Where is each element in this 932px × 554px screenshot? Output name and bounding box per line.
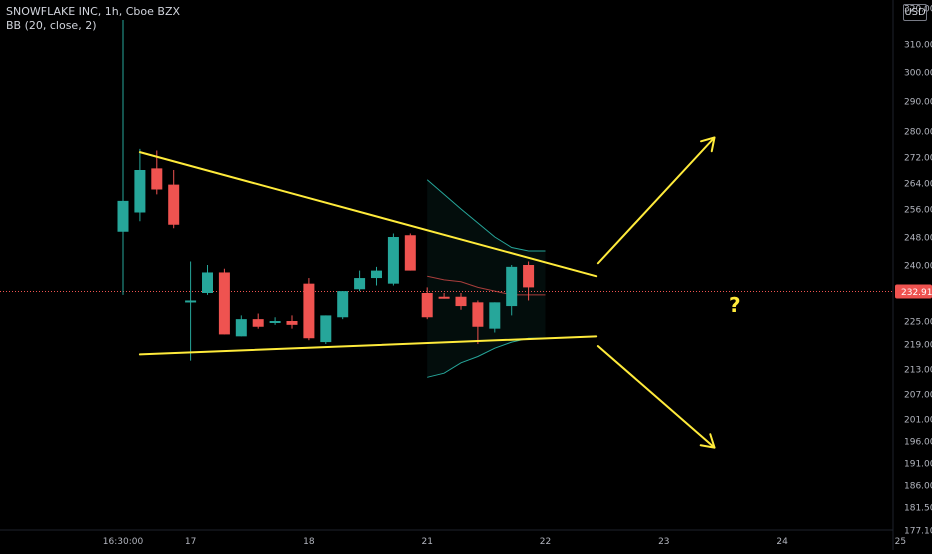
candle-body[interactable] [134, 170, 146, 213]
x-tick-label: 16:30:00 [103, 537, 144, 547]
candle-body[interactable] [523, 265, 535, 288]
y-tick-label: 310.00 [904, 41, 932, 51]
y-tick-label: 256.00 [904, 206, 932, 216]
y-tick-label: 300.00 [904, 69, 932, 79]
x-tick-label: 25 [895, 537, 906, 547]
indicator-label[interactable]: BB (20, close, 2) [6, 19, 97, 32]
candle-body[interactable] [438, 296, 450, 299]
chart-legend: SNOWFLAKE INC, 1h, Cboe BZX BB (20, clos… [6, 5, 180, 33]
x-tick-label: 24 [776, 537, 788, 547]
candle-body[interactable] [421, 293, 433, 318]
y-tick-label: 280.00 [904, 128, 932, 138]
candle-body[interactable] [151, 168, 163, 190]
x-tick-label: 17 [185, 537, 196, 547]
candle-body[interactable] [455, 296, 467, 307]
y-tick-label: 191.00 [904, 460, 932, 470]
candle-body[interactable] [387, 237, 399, 284]
y-tick-label: 207.00 [904, 391, 932, 401]
x-tick-label: 21 [421, 537, 432, 547]
candle-body[interactable] [506, 266, 518, 307]
candle-body[interactable] [185, 300, 197, 303]
bollinger-basis-line [427, 275, 546, 296]
upper-trendline[interactable] [138, 151, 598, 278]
candle-body[interactable] [303, 283, 315, 339]
y-tick-label: 213.00 [904, 366, 932, 376]
down-arrow-head [699, 433, 716, 449]
candle-body[interactable] [202, 272, 213, 293]
y-tick-label: 272.00 [904, 154, 932, 164]
y-tick-label: 219.00 [904, 341, 932, 351]
candle-body[interactable] [117, 200, 129, 232]
candle-body[interactable] [337, 291, 349, 318]
candle-body[interactable] [320, 315, 332, 343]
x-tick-label: 23 [658, 537, 669, 547]
candle-body[interactable] [252, 319, 264, 327]
x-tick-label: 18 [303, 537, 315, 547]
y-tick-label: 177.10 [904, 527, 932, 537]
candle-body[interactable] [269, 321, 281, 323]
y-tick-label: 225.00 [904, 318, 932, 328]
lower-trendline[interactable] [138, 335, 598, 356]
bollinger-fill [427, 179, 546, 378]
candle-body[interactable] [168, 184, 180, 225]
candle-body[interactable] [371, 270, 382, 279]
y-tick-label: 248.00 [904, 234, 932, 244]
y-tick-label: 201.00 [904, 416, 932, 426]
up-arrow-head [700, 136, 716, 153]
last-price-label: 232.91 [901, 288, 932, 298]
y-tick-label: 186.00 [904, 482, 932, 492]
y-tick-label: 264.00 [904, 180, 932, 190]
y-tick-label: 290.00 [904, 98, 932, 108]
candle-body[interactable] [489, 302, 501, 329]
candle-body[interactable] [235, 319, 247, 337]
y-tick-label: 181.50 [904, 504, 932, 514]
last-price-tag [895, 284, 932, 299]
down-arrow[interactable] [596, 345, 716, 449]
symbol-title[interactable]: SNOWFLAKE INC, 1h, Cboe BZX [6, 5, 181, 18]
candle-body[interactable] [404, 235, 416, 271]
candle-body[interactable] [354, 278, 366, 290]
bollinger-upper-line [426, 179, 546, 252]
candle-body[interactable] [286, 321, 298, 325]
x-tick-label: 22 [540, 537, 551, 547]
candle-body[interactable] [218, 272, 230, 335]
currency-button[interactable]: USD [903, 4, 927, 21]
candle-body[interactable] [472, 302, 484, 327]
y-tick-label: 240.00 [904, 262, 932, 272]
y-tick-label: 320.00 [904, 5, 932, 15]
up-arrow[interactable] [596, 136, 716, 265]
question-mark-annotation[interactable]: ? [729, 293, 741, 317]
y-tick-label: 196.00 [904, 438, 932, 448]
